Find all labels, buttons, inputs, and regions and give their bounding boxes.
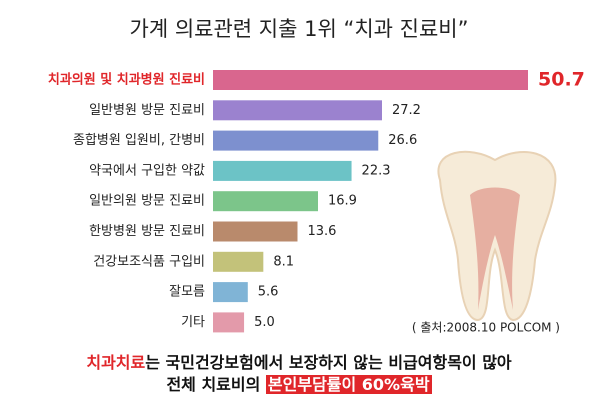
bar: [213, 221, 298, 242]
bar: [213, 160, 352, 181]
bar: [213, 100, 382, 121]
category-label: 기타: [181, 315, 205, 330]
category-label: 종합병원 입원비, 간병비: [73, 133, 205, 148]
footer-highlight: 치과치료: [86, 353, 146, 372]
category-label: 치과의원 및 치과병원 진료비: [48, 72, 205, 88]
value-label: 8.1: [273, 254, 294, 269]
footer-text: 전체 치료비의: [166, 375, 266, 394]
value-label: 22.3: [362, 163, 391, 178]
bar: [213, 312, 245, 333]
value-label: 27.2: [392, 103, 421, 118]
footer-line: 전체 치료비의 본인부담률이 60%육박: [0, 374, 598, 396]
tooth-illustration: [437, 150, 557, 322]
footer-highlight: 본인부담률이 60%육박: [265, 375, 432, 394]
bar: [213, 130, 379, 151]
value-label: 16.9: [328, 194, 357, 209]
bar: [213, 70, 528, 90]
value-label: 5.0: [254, 315, 275, 330]
value-label: 26.6: [388, 133, 417, 148]
value-label: 5.6: [258, 285, 279, 300]
chart: 가계 의료관련 지출 1위 “치과 진료비” ( 출처:2008.10 POLC…: [48, 17, 585, 335]
bar: [213, 251, 264, 272]
category-label: 한방병원 방문 진료비: [89, 224, 205, 239]
value-label: 50.7: [538, 69, 585, 91]
footer: 치과치료는 국민건강보험에서 보장하지 않는 비급여항목이 많아 전체 치료비의…: [0, 352, 598, 396]
footer-text: 는 국민건강보험에서 보장하지 않는 비급여항목이 많아: [145, 353, 512, 372]
bar: [213, 191, 318, 212]
value-label: 13.6: [307, 224, 336, 239]
source-note: ( 출처:2008.10 POLCOM ): [412, 321, 560, 335]
category-label: 약국에서 구입한 약값: [89, 163, 205, 178]
bar: [213, 282, 248, 303]
category-label: 건강보조식품 구입비: [93, 254, 205, 269]
footer-line: 치과치료는 국민건강보험에서 보장하지 않는 비급여항목이 많아: [0, 352, 598, 374]
category-label: 일반병원 방문 진료비: [89, 103, 205, 118]
category-label: 일반의원 방문 진료비: [89, 194, 205, 209]
category-label: 잘모름: [169, 285, 205, 300]
chart-title: 가계 의료관련 지출 1위 “치과 진료비”: [130, 17, 469, 41]
